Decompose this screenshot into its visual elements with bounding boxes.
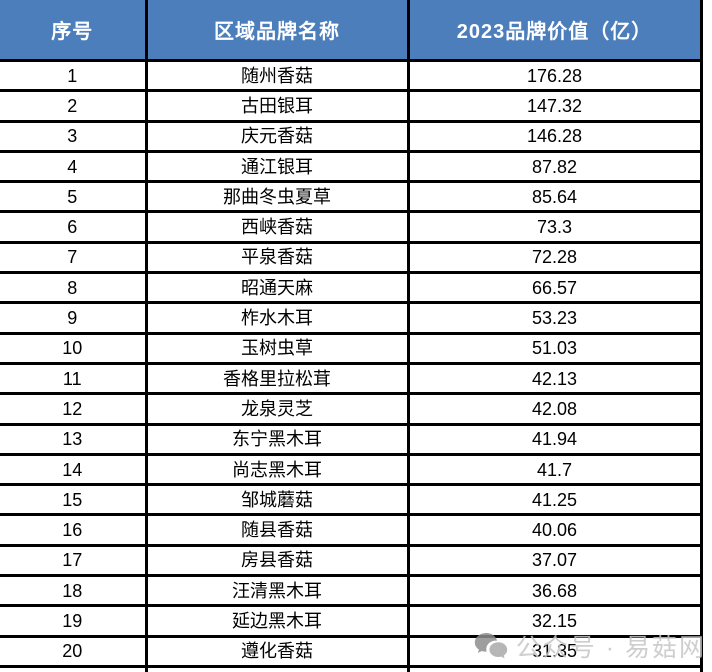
col-header-brand-name: 区域品牌名称 [144, 0, 410, 62]
brand-name-cell: 房县香菇 [144, 543, 410, 578]
col-header-rank: 序号 [0, 0, 148, 62]
table-row: 17 房县香菇 37.07 [0, 543, 703, 578]
value-cell: 146.28 [406, 119, 703, 153]
brand-name-cell: 平泉香菇 [144, 240, 410, 275]
value-cell: 53.23 [406, 301, 703, 335]
rank-cell: 14 [0, 452, 148, 487]
rank-cell: 18 [0, 574, 148, 608]
brand-name-cell: 随州香菇 [144, 58, 410, 93]
rank-cell: 10 [0, 331, 148, 365]
table-row: 8 昭通天麻 66.57 [0, 271, 703, 305]
value-cell: 41.7 [406, 452, 703, 487]
brand-name-cell: 东宁黑木耳 [144, 422, 410, 456]
brand-name-cell: 西峡香菇 [144, 210, 410, 244]
empty-cell [0, 665, 148, 672]
rank-cell: 16 [0, 513, 148, 547]
table-row: 6 西峡香菇 73.3 [0, 210, 703, 244]
brand-name-cell: 柞水木耳 [144, 301, 410, 335]
brand-name-cell: 昭通天麻 [144, 271, 410, 305]
value-cell: 73.3 [406, 210, 703, 244]
rank-cell: 11 [0, 361, 148, 396]
rank-cell: 9 [0, 301, 148, 335]
brand-name-cell: 汪清黑木耳 [144, 574, 410, 608]
value-cell: 36.68 [406, 574, 703, 608]
brand-name-cell: 延边黑木耳 [144, 604, 410, 638]
table-row: 12 龙泉灵芝 42.08 [0, 392, 703, 426]
header-row: 序号 区域品牌名称 2023品牌价值（亿） [0, 0, 703, 62]
value-cell: 42.13 [406, 361, 703, 396]
empty-cell [144, 665, 410, 672]
value-cell: 66.57 [406, 271, 703, 305]
rank-cell: 13 [0, 422, 148, 456]
table-row: 20 遵化香菇 31.35 [0, 634, 703, 668]
value-cell: 41.94 [406, 422, 703, 456]
value-cell: 31.35 [406, 634, 703, 668]
table-row: 9 柞水木耳 53.23 [0, 301, 703, 335]
rank-cell: 3 [0, 119, 148, 153]
table-row: 18 汪清黑木耳 36.68 [0, 574, 703, 608]
brand-name-cell: 玉树虫草 [144, 331, 410, 365]
value-cell: 85.64 [406, 180, 703, 214]
value-cell: 176.28 [406, 58, 703, 93]
value-cell: 32.15 [406, 604, 703, 638]
value-cell: 72.28 [406, 240, 703, 275]
value-cell: 147.32 [406, 89, 703, 123]
table-row: 5 那曲冬虫夏草 85.64 [0, 180, 703, 214]
rank-cell: 17 [0, 543, 148, 578]
table-row-cutoff [0, 665, 703, 672]
table-row: 16 随县香菇 40.06 [0, 513, 703, 547]
col-header-brand-value: 2023品牌价值（亿） [406, 0, 703, 62]
brand-name-cell: 尚志黑木耳 [144, 452, 410, 487]
brand-name-cell: 那曲冬虫夏草 [144, 180, 410, 214]
table-row: 3 庆元香菇 146.28 [0, 119, 703, 153]
rank-cell: 7 [0, 240, 148, 275]
table-row: 2 古田银耳 147.32 [0, 89, 703, 123]
value-cell: 41.25 [406, 483, 703, 517]
brand-name-cell: 古田银耳 [144, 89, 410, 123]
brand-name-cell: 香格里拉松茸 [144, 361, 410, 396]
value-cell: 51.03 [406, 331, 703, 365]
table-row: 4 通江银耳 87.82 [0, 149, 703, 184]
rank-cell: 19 [0, 604, 148, 638]
rank-cell: 5 [0, 180, 148, 214]
brand-name-cell: 邹城蘑菇 [144, 483, 410, 517]
rank-cell: 20 [0, 634, 148, 668]
brand-name-cell: 遵化香菇 [144, 634, 410, 668]
table-body: 1 随州香菇 176.28 2 古田银耳 147.32 3 庆元香菇 146.28 4 通江银耳 87… [0, 58, 703, 672]
rank-cell: 6 [0, 210, 148, 244]
table-row: 1 随州香菇 176.28 [0, 58, 703, 93]
value-cell: 37.07 [406, 543, 703, 578]
empty-cell [406, 665, 703, 672]
brand-name-cell: 通江银耳 [144, 149, 410, 184]
table-row: 7 平泉香菇 72.28 [0, 240, 703, 275]
value-cell: 40.06 [406, 513, 703, 547]
rank-cell: 8 [0, 271, 148, 305]
rank-cell: 15 [0, 483, 148, 517]
rank-cell: 2 [0, 89, 148, 123]
table-row: 15 邹城蘑菇 41.25 [0, 483, 703, 517]
rank-cell: 12 [0, 392, 148, 426]
value-cell: 87.82 [406, 149, 703, 184]
value-cell: 42.08 [406, 392, 703, 426]
table-row: 14 尚志黑木耳 41.7 [0, 452, 703, 487]
table-row: 13 东宁黑木耳 41.94 [0, 422, 703, 456]
table-row: 10 玉树虫草 51.03 [0, 331, 703, 365]
brand-name-cell: 庆元香菇 [144, 119, 410, 153]
rank-cell: 4 [0, 149, 148, 184]
brand-name-cell: 随县香菇 [144, 513, 410, 547]
table-row: 19 延边黑木耳 32.15 [0, 604, 703, 638]
table-row: 11 香格里拉松茸 42.13 [0, 361, 703, 396]
rank-cell: 1 [0, 58, 148, 93]
brand-name-cell: 龙泉灵芝 [144, 392, 410, 426]
